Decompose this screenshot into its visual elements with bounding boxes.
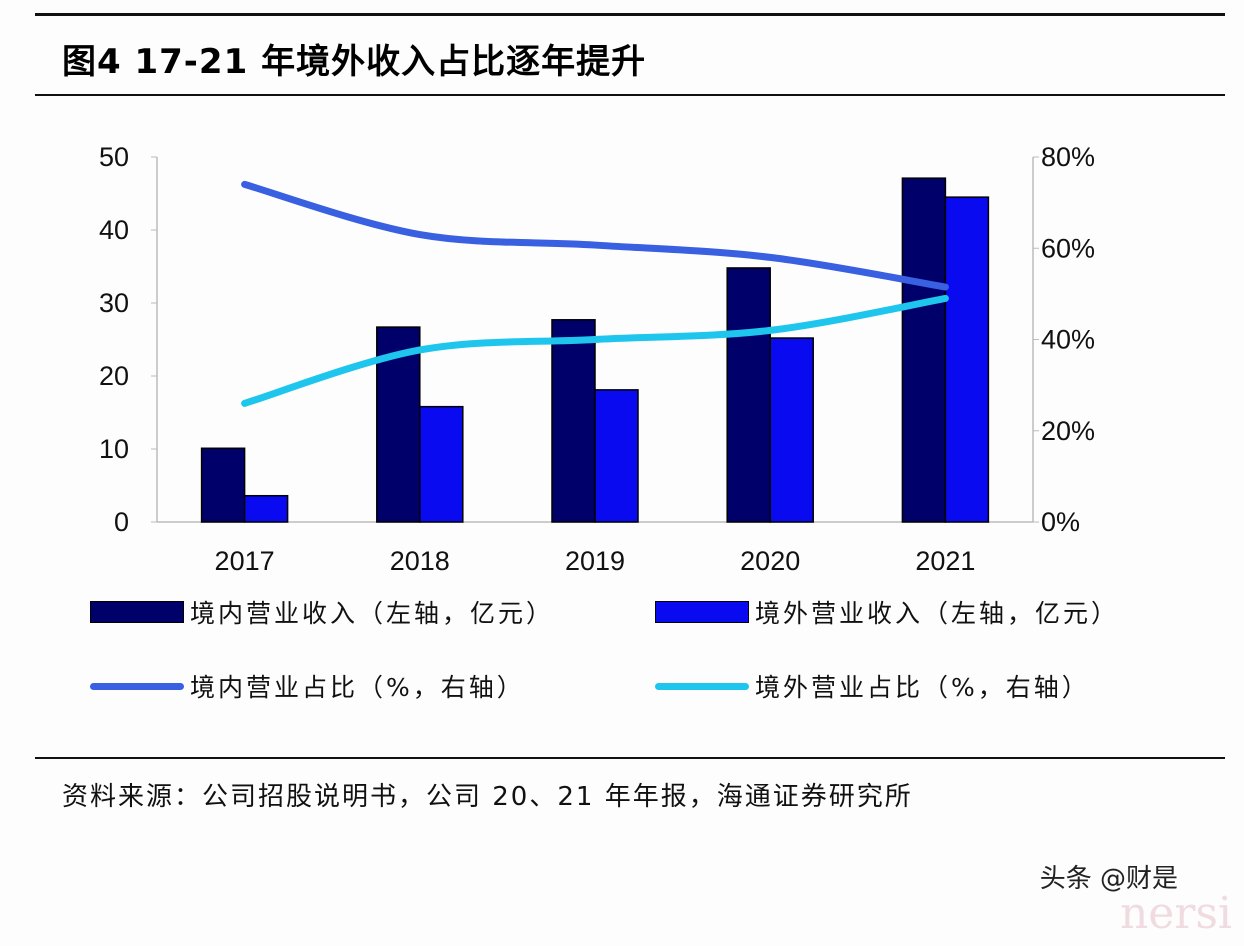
line-domestic-share: [241, 180, 949, 291]
title-rule: [35, 94, 1225, 96]
right-tick-label: 60%: [1041, 233, 1095, 263]
legend-item-domestic-share: 境内营业占比（%，右轴）: [90, 668, 525, 704]
legend-swatch: [655, 682, 749, 690]
x-tick-label: 2019: [565, 546, 625, 576]
bar-domestic-2020: [726, 267, 771, 523]
legend-item-overseas-revenue: 境外营业收入（左轴，亿元）: [655, 594, 1119, 630]
right-tick-label: 20%: [1041, 416, 1095, 446]
bar-overseas-2017: [243, 494, 289, 523]
left-tick-label: 10: [99, 434, 129, 464]
source-note: 资料来源：公司招股说明书，公司 20、21 年年报，海通证券研究所: [62, 782, 913, 812]
x-tick-label: 2018: [390, 546, 450, 576]
faint-watermark: nersi: [1119, 888, 1232, 939]
bar-domestic-2021: [901, 177, 947, 523]
right-tick-label: 0%: [1041, 507, 1080, 537]
right-tick-label: 40%: [1041, 325, 1095, 355]
x-tick-label: 2020: [740, 546, 800, 576]
chart-plot: 0 10 20 30 40 50 0% 20% 40% 60% 80% 2017 2018 2019 202…: [99, 142, 1095, 576]
left-tick-label: 30: [99, 288, 129, 318]
source-rule: [35, 757, 1225, 759]
left-tick-label: 20: [99, 361, 129, 391]
chart-title: 图4 17-21 年境外收入占比逐年提升: [62, 42, 647, 82]
bar-overseas-2020: [769, 337, 814, 523]
line-overseas-share: [241, 294, 949, 407]
legend-swatch: [90, 682, 184, 690]
bar-overseas-2021: [944, 196, 990, 523]
legend-label: 境外营业收入（左轴，亿元）: [755, 599, 1120, 628]
legend-label: 境内营业占比（%，右轴）: [190, 673, 525, 702]
left-tick-label: 40: [99, 215, 129, 245]
legend-label: 境外营业占比（%，右轴）: [755, 673, 1090, 702]
x-tick-label: 2017: [215, 546, 275, 576]
watermark: 头条 @财是: [1039, 864, 1178, 894]
top-rule: [35, 13, 1225, 16]
x-tick-label: 2021: [915, 546, 975, 576]
legend-swatch: [655, 601, 749, 623]
legend-label: 境内营业收入（左轴，亿元）: [190, 599, 555, 628]
bar-domestic-2019: [551, 319, 596, 523]
left-tick-label: 50: [99, 142, 129, 172]
legend-item-domestic-revenue: 境内营业收入（左轴，亿元）: [90, 594, 554, 630]
bar-overseas-2019: [594, 389, 639, 523]
legend-swatch: [90, 601, 184, 623]
right-tick-label: 80%: [1041, 142, 1095, 172]
bar-domestic-2017: [200, 447, 246, 523]
legend-item-overseas-share: 境外营业占比（%，右轴）: [655, 668, 1090, 704]
left-tick-label: 0: [114, 507, 129, 537]
bar-overseas-2018: [419, 405, 464, 523]
